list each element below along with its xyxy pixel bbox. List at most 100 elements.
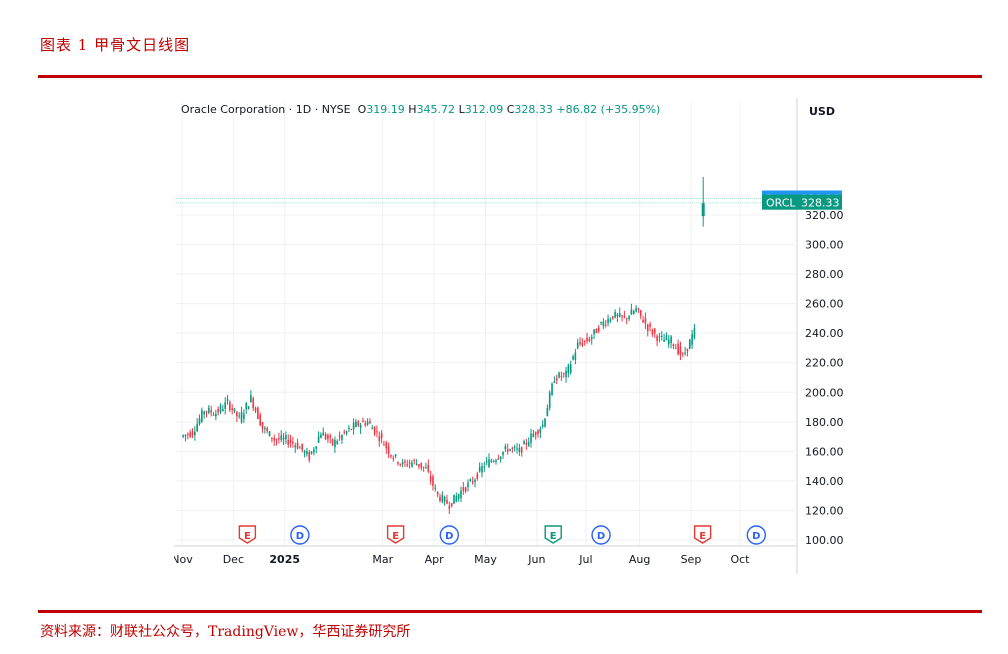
candle-body bbox=[558, 372, 560, 378]
candle-body bbox=[408, 462, 411, 464]
candle-body bbox=[481, 466, 483, 473]
earnings-marker[interactable] bbox=[544, 525, 562, 544]
candle-body bbox=[450, 503, 453, 507]
candle-body bbox=[231, 408, 234, 411]
candle-body bbox=[205, 411, 208, 413]
candle-body bbox=[681, 353, 684, 355]
candle-body bbox=[418, 464, 420, 467]
price-tick-label: 160.00 bbox=[805, 445, 844, 458]
candle-body bbox=[635, 308, 637, 312]
candle-body bbox=[301, 443, 304, 451]
price-tick-label: 180.00 bbox=[805, 416, 844, 429]
time-tick-label: May bbox=[474, 553, 497, 566]
candle-body bbox=[334, 439, 336, 448]
dividend-marker[interactable] bbox=[591, 525, 611, 545]
price-tick-label: 200.00 bbox=[805, 386, 844, 399]
candle-body bbox=[350, 429, 353, 431]
candle-body bbox=[189, 432, 191, 437]
candle-body bbox=[488, 459, 490, 468]
time-tick-label: Jul bbox=[578, 553, 592, 566]
candle-body bbox=[203, 411, 205, 415]
candle-body bbox=[537, 430, 539, 434]
candle-body bbox=[411, 462, 413, 467]
candle-body bbox=[278, 438, 280, 440]
candle-body bbox=[621, 315, 623, 317]
figure-title: 图表 1 甲骨文日线图 bbox=[40, 36, 191, 54]
candle-body bbox=[310, 451, 313, 454]
earnings-marker[interactable] bbox=[238, 525, 257, 544]
earnings-marker[interactable] bbox=[386, 525, 405, 544]
dividend-marker[interactable] bbox=[746, 525, 767, 545]
candle-body bbox=[667, 339, 670, 345]
candle-body bbox=[469, 479, 472, 481]
candle-body bbox=[609, 319, 612, 322]
chart-canvas[interactable]: 100.00 120.00 140.00 160.00 180.00 200.00 220.… bbox=[171, 98, 844, 574]
candle-body bbox=[436, 491, 439, 495]
candle-body bbox=[443, 497, 446, 502]
candle-body bbox=[604, 324, 607, 326]
dividend-marker[interactable] bbox=[439, 525, 460, 545]
candle-body bbox=[266, 428, 269, 432]
candle-body bbox=[625, 318, 628, 320]
candle-body bbox=[329, 435, 332, 438]
candle-body bbox=[607, 318, 609, 324]
candle-body bbox=[343, 431, 346, 433]
candle-body bbox=[392, 458, 395, 460]
candle-body bbox=[226, 399, 229, 401]
candle-body bbox=[399, 463, 402, 465]
candle-body bbox=[317, 436, 320, 443]
bottom-rule bbox=[38, 610, 982, 613]
candle-body bbox=[616, 314, 619, 317]
candle-body bbox=[434, 487, 437, 489]
candle-body bbox=[460, 490, 462, 499]
candle-body bbox=[523, 441, 525, 445]
candle-body bbox=[259, 414, 262, 426]
candle-body bbox=[478, 466, 481, 472]
candle-body bbox=[586, 337, 588, 342]
candle-body bbox=[390, 455, 392, 457]
price-tick-label: 100.00 bbox=[805, 534, 844, 547]
earnings-marker[interactable] bbox=[693, 525, 712, 544]
price-tick-label: 120.00 bbox=[805, 504, 844, 517]
candle-body bbox=[509, 449, 511, 451]
candle-body bbox=[567, 364, 570, 373]
candle-body bbox=[233, 408, 236, 412]
candle-body bbox=[285, 435, 287, 440]
legend-low: 312.09 bbox=[464, 103, 504, 116]
candle-body bbox=[373, 426, 376, 435]
candle-body bbox=[530, 433, 532, 443]
candle-body bbox=[236, 411, 238, 417]
candle-body bbox=[618, 312, 621, 317]
candle-body bbox=[649, 323, 651, 327]
candle-body bbox=[693, 328, 696, 339]
candle-body bbox=[623, 316, 626, 318]
candle-body bbox=[546, 407, 549, 417]
candle-body bbox=[268, 431, 271, 437]
candle-body bbox=[184, 434, 187, 437]
candle-body bbox=[446, 499, 448, 504]
candle-body bbox=[579, 341, 581, 344]
legend-open: 319.19 bbox=[366, 103, 405, 116]
candle-body bbox=[520, 447, 523, 453]
candle-body bbox=[397, 462, 399, 464]
candle-body bbox=[404, 461, 406, 463]
candle-body bbox=[656, 335, 658, 341]
tradingview-chart[interactable]: 100.00 120.00 140.00 160.00 180.00 200.00 220.… bbox=[171, 98, 844, 574]
candle-body bbox=[457, 494, 460, 499]
candle-body bbox=[614, 311, 616, 318]
candle-body bbox=[467, 482, 469, 488]
candle-body bbox=[602, 321, 605, 327]
dividend-marker[interactable] bbox=[290, 525, 310, 545]
candle-body bbox=[243, 413, 245, 419]
candle-body bbox=[658, 336, 661, 338]
earnings-marker-label: E bbox=[550, 531, 557, 542]
candle-body bbox=[679, 346, 682, 355]
candle-body bbox=[595, 328, 598, 334]
candle-body bbox=[516, 448, 518, 450]
candle-body bbox=[273, 437, 276, 441]
candle-body bbox=[254, 407, 257, 412]
time-tick-label: Aug bbox=[629, 553, 650, 566]
time-tick-label: Dec bbox=[223, 553, 244, 566]
candle-body bbox=[294, 445, 297, 448]
candle-body bbox=[483, 466, 486, 468]
